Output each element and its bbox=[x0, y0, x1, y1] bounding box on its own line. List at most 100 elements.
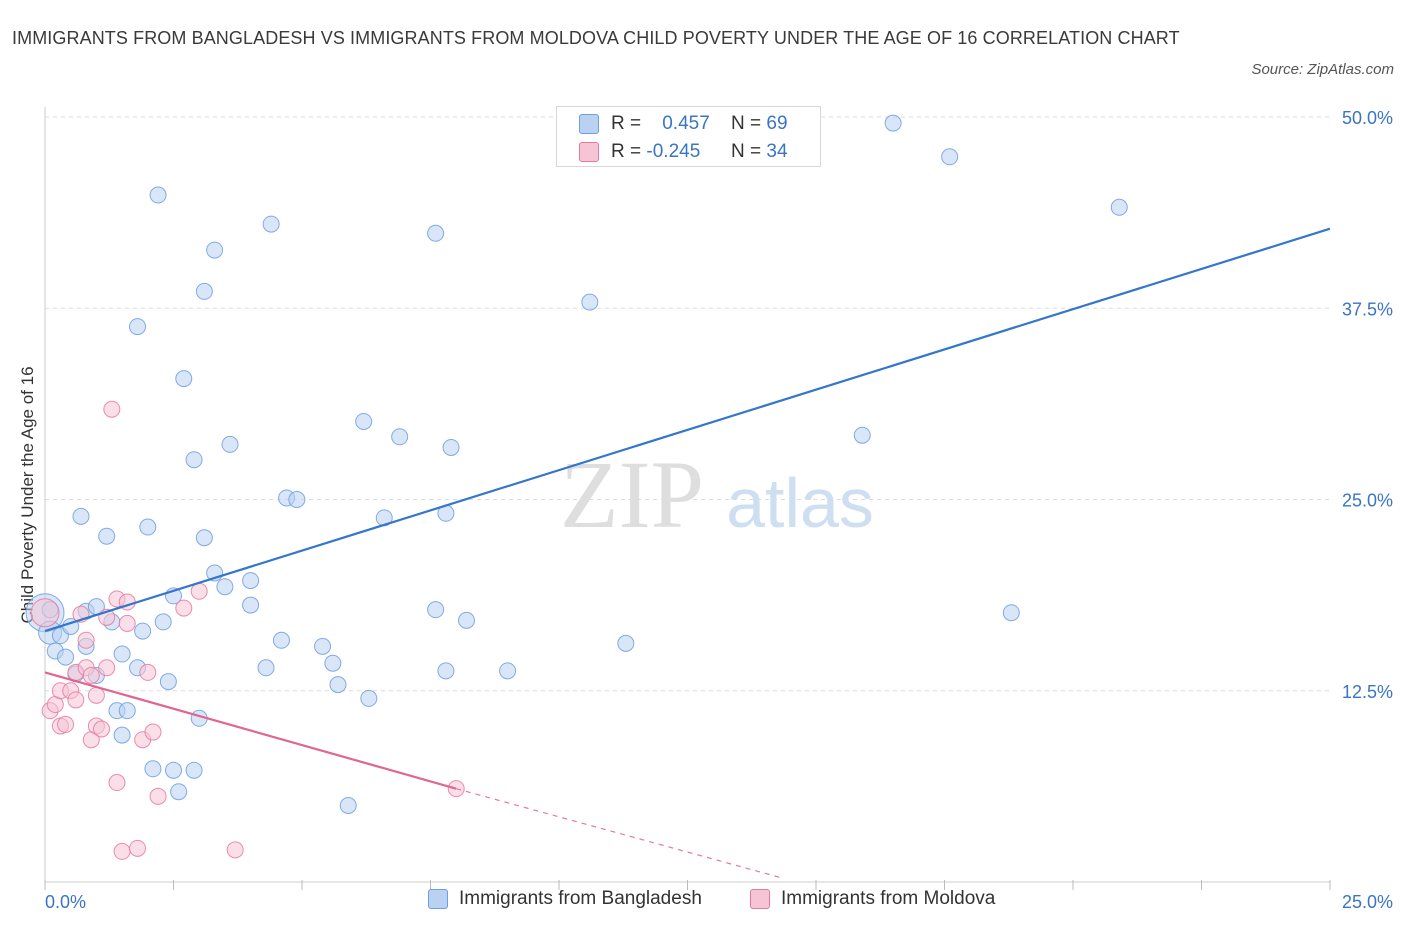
y-tick-label: 12.5% bbox=[1342, 682, 1393, 702]
data-point-moldova bbox=[129, 839, 147, 857]
legend-n-value: 34 bbox=[766, 141, 788, 162]
data-point-moldova bbox=[98, 659, 116, 677]
data-point-bangladesh bbox=[139, 518, 157, 536]
data-point-bangladesh bbox=[242, 572, 260, 590]
data-point-bangladesh bbox=[113, 645, 131, 663]
data-point-moldova bbox=[118, 614, 136, 632]
series-swatch-moldova bbox=[750, 889, 770, 909]
data-point-bangladesh bbox=[581, 293, 599, 311]
data-point-moldova bbox=[139, 663, 157, 681]
legend-row-bangladesh: R = 0.457 N = 69 bbox=[579, 111, 788, 137]
data-point-bangladesh bbox=[360, 689, 378, 707]
data-point-bangladesh bbox=[185, 761, 203, 779]
y-tick-label: 37.5% bbox=[1342, 299, 1393, 319]
data-point-bangladesh bbox=[57, 648, 75, 666]
data-point-moldova bbox=[57, 715, 75, 733]
series-label-moldova: Immigrants from Moldova bbox=[781, 888, 996, 909]
data-point-moldova bbox=[144, 723, 162, 741]
data-point-bangladesh bbox=[72, 507, 90, 525]
data-point-moldova bbox=[149, 787, 167, 805]
data-point-bangladesh bbox=[1002, 604, 1020, 622]
data-point-bangladesh bbox=[195, 529, 213, 547]
data-point-bangladesh bbox=[355, 412, 373, 430]
data-point-bangladesh bbox=[242, 596, 260, 614]
data-point-moldova bbox=[113, 842, 131, 860]
data-point-bangladesh bbox=[853, 426, 871, 444]
legend-r-value: -0.245 bbox=[646, 141, 701, 162]
data-point-bangladesh bbox=[437, 662, 455, 680]
data-point-moldova bbox=[93, 720, 111, 738]
series-swatch-bangladesh bbox=[428, 889, 448, 909]
data-point-bangladesh bbox=[98, 527, 116, 545]
data-point-moldova bbox=[67, 691, 85, 709]
data-points bbox=[25, 114, 1128, 860]
y-tick-label: 25.0% bbox=[1342, 491, 1393, 511]
data-point-bangladesh bbox=[113, 726, 131, 744]
series-legend-bangladesh: Immigrants from Bangladesh bbox=[428, 888, 702, 910]
source-label: Source: ZipAtlas.com bbox=[1251, 61, 1394, 78]
legend-r-value: 0.457 bbox=[662, 113, 710, 134]
series-legend: Immigrants from Bangladesh Immigrants fr… bbox=[0, 888, 1406, 918]
data-point-bangladesh bbox=[324, 654, 342, 672]
data-point-bangladesh bbox=[617, 634, 635, 652]
legend-r-label: R = bbox=[611, 113, 642, 134]
data-point-moldova bbox=[82, 666, 100, 684]
data-point-bangladesh bbox=[442, 438, 460, 456]
legend-n-value: 69 bbox=[766, 113, 788, 134]
data-point-bangladesh bbox=[216, 578, 234, 596]
data-point-bangladesh bbox=[165, 761, 182, 779]
data-point-bangladesh bbox=[154, 613, 172, 631]
data-point-bangladesh bbox=[206, 241, 224, 259]
trend-line-moldova bbox=[44, 671, 457, 790]
trend-line-bangladesh bbox=[44, 227, 1331, 633]
data-point-bangladesh bbox=[149, 186, 167, 204]
series-legend-moldova: Immigrants from Moldova bbox=[750, 888, 995, 910]
legend-row-moldova: R = -0.245 N = 34 bbox=[579, 139, 788, 165]
series-label-bangladesh: Immigrants from Bangladesh bbox=[459, 888, 702, 909]
data-point-bangladesh bbox=[427, 601, 445, 619]
data-point-bangladesh bbox=[185, 451, 203, 469]
tick-labels: 12.5% 25.0% 37.5% 50.0% 0.0% 25.0% bbox=[45, 108, 1393, 912]
data-point-bangladesh bbox=[1110, 198, 1128, 216]
data-point-bangladesh bbox=[391, 428, 409, 446]
axes bbox=[44, 107, 1331, 890]
data-point-bangladesh bbox=[129, 318, 147, 336]
legend-n-label: N = bbox=[731, 113, 762, 134]
data-point-moldova bbox=[103, 400, 121, 418]
data-point-moldova bbox=[175, 599, 193, 617]
y-tick-label: 50.0% bbox=[1342, 108, 1393, 128]
data-point-bangladesh bbox=[159, 673, 177, 691]
data-point-bangladesh bbox=[288, 491, 306, 508]
data-point-bangladesh bbox=[339, 797, 357, 814]
data-point-moldova bbox=[190, 582, 208, 600]
data-point-bangladesh bbox=[134, 622, 152, 640]
data-point-bangladesh bbox=[262, 215, 280, 233]
stats-legend: R = 0.457 N = 69 R = -0.245 N = 34 bbox=[556, 106, 821, 167]
data-point-bangladesh bbox=[170, 783, 188, 801]
data-point-bangladesh bbox=[257, 659, 275, 677]
data-point-bangladesh bbox=[144, 760, 162, 778]
trend-lines bbox=[44, 227, 1331, 878]
data-point-bangladesh bbox=[272, 631, 290, 649]
legend-n-label: N = bbox=[731, 141, 762, 162]
data-point-bangladesh bbox=[457, 611, 475, 629]
data-point-bangladesh bbox=[195, 282, 213, 300]
data-point-moldova bbox=[226, 841, 244, 859]
data-point-bangladesh bbox=[329, 676, 347, 694]
trend-line-moldova-extension bbox=[456, 788, 781, 878]
data-point-bangladesh bbox=[175, 370, 193, 388]
legend-r-label: R = bbox=[611, 141, 642, 162]
watermark-zip: ZIP bbox=[560, 441, 704, 548]
data-point-bangladesh bbox=[118, 702, 136, 720]
data-point-moldova bbox=[108, 774, 126, 792]
legend-swatch-moldova bbox=[579, 142, 599, 162]
watermark: ZIP atlas bbox=[560, 441, 874, 548]
data-point-moldova bbox=[87, 686, 105, 704]
data-point-bangladesh bbox=[314, 637, 332, 655]
x-tick-label: 0.0% bbox=[45, 892, 86, 912]
data-point-moldova bbox=[77, 631, 95, 649]
data-point-bangladesh bbox=[499, 662, 517, 680]
grid-lines bbox=[45, 116, 1330, 692]
legend-swatch-bangladesh bbox=[579, 114, 599, 134]
